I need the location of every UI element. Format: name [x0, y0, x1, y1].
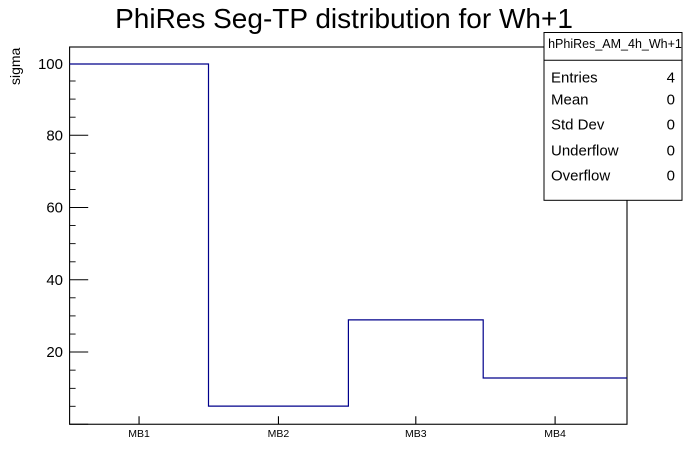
svg-text:MB4: MB4	[544, 428, 566, 440]
svg-text:Overflow: Overflow	[551, 167, 610, 184]
svg-text:60: 60	[46, 200, 63, 217]
svg-text:80: 80	[46, 127, 63, 144]
svg-text:MB3: MB3	[405, 428, 427, 440]
svg-text:20: 20	[46, 344, 63, 361]
svg-text:40: 40	[46, 272, 63, 289]
svg-text:Underflow: Underflow	[551, 142, 619, 159]
svg-text:4: 4	[667, 69, 675, 86]
svg-text:MB2: MB2	[268, 428, 290, 440]
svg-text:0: 0	[667, 116, 675, 133]
svg-text:0: 0	[667, 167, 675, 184]
svg-text:hPhiRes_AM_4h_Wh+1: hPhiRes_AM_4h_Wh+1	[548, 37, 682, 51]
svg-text:PhiRes Seg-TP distribution for: PhiRes Seg-TP distribution for Wh+1	[115, 3, 573, 34]
svg-text:0: 0	[667, 91, 675, 108]
svg-text:Mean: Mean	[551, 91, 589, 108]
svg-text:Entries: Entries	[551, 69, 598, 86]
svg-text:MB1: MB1	[128, 428, 150, 440]
svg-text:sigma: sigma	[7, 47, 23, 85]
svg-text:100: 100	[38, 56, 63, 73]
svg-text:0: 0	[667, 142, 675, 159]
svg-text:Std Dev: Std Dev	[551, 116, 605, 133]
